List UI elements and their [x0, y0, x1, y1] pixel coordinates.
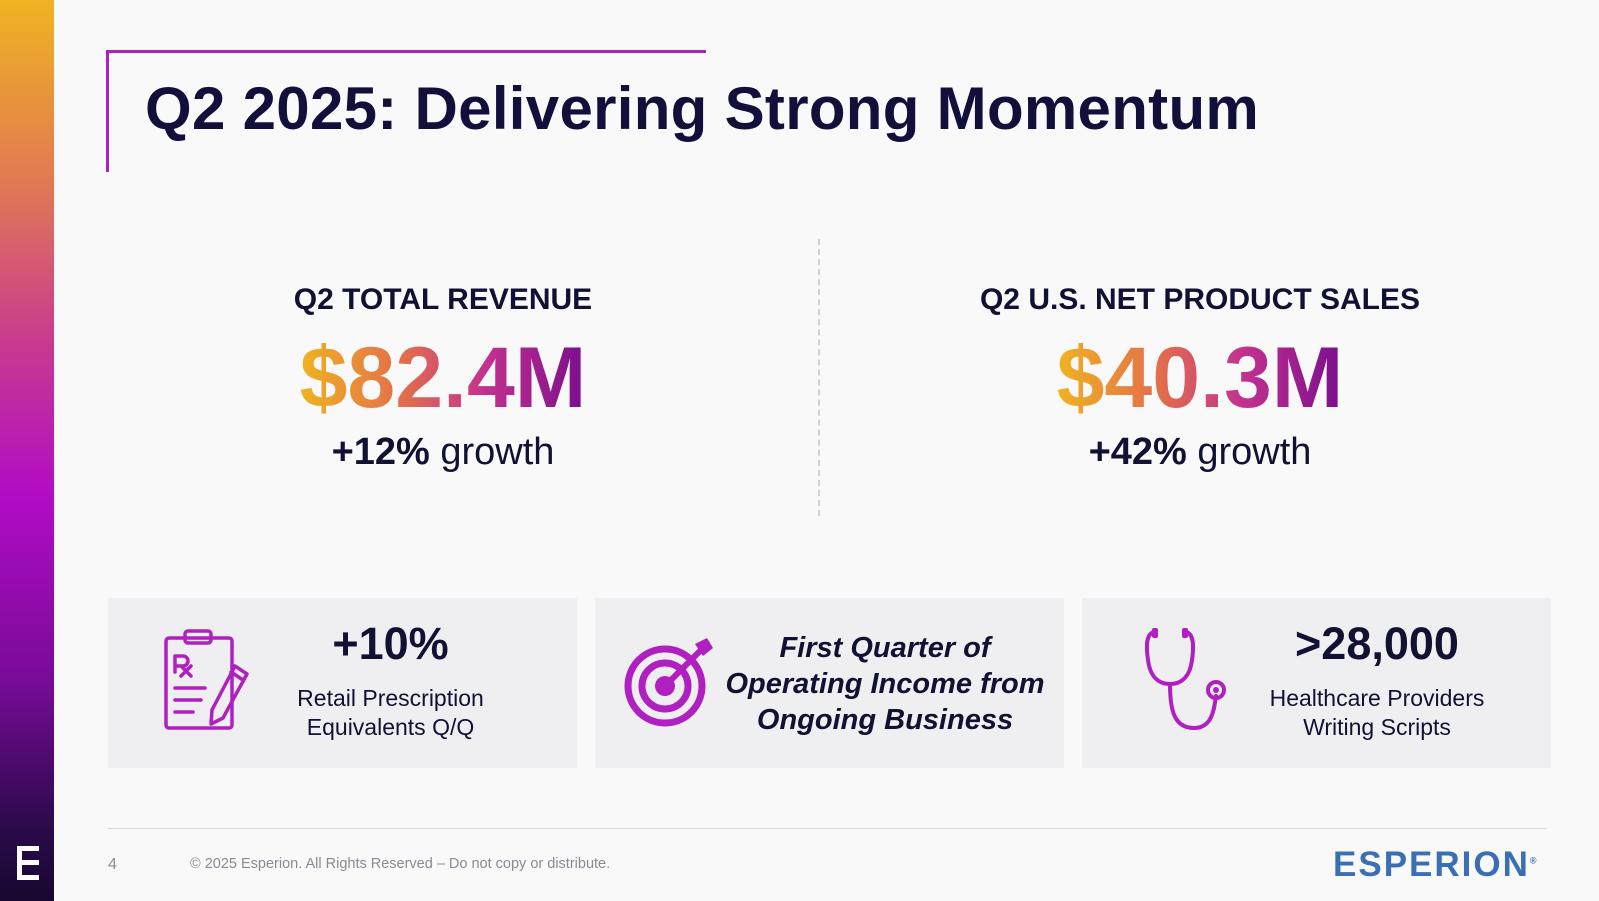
- page-title: Q2 2025: Delivering Strong Momentum: [145, 75, 1260, 142]
- registered-mark: ®: [1529, 855, 1537, 866]
- target-icon: [624, 638, 713, 727]
- caption-line: Writing Scripts: [1303, 714, 1451, 740]
- title-frame: [106, 50, 706, 172]
- kpi-growth: +42% growth: [920, 428, 1480, 476]
- esperion-mark-icon: [17, 846, 39, 880]
- kpi-label: Q2 U.S. NET PRODUCT SALES: [979, 283, 1421, 316]
- caption-line: Ongoing Business: [756, 704, 1014, 736]
- footer-divider: [108, 828, 1546, 829]
- stat-card-healthcare-providers: >28,000 Healthcare Providers Writing Scr…: [1082, 598, 1551, 768]
- copyright-text: © 2025 Esperion. All Rights Reserved – D…: [190, 856, 611, 872]
- stat-caption: Healthcare Providers Writing Scripts: [1247, 684, 1507, 742]
- kpi-growth-value: +12%: [331, 431, 430, 473]
- stat-value: +10%: [332, 618, 449, 669]
- caption-line: First Quarter of: [779, 632, 991, 664]
- stat-card-operating-income: First Quarter of Operating Income from O…: [595, 598, 1064, 768]
- stat-caption: First Quarter of Operating Income from O…: [715, 630, 1055, 738]
- stat-value: >28,000: [1295, 618, 1459, 669]
- stat-card-prescriptions: +10% Retail Prescription Equivalents Q/Q: [108, 598, 577, 768]
- kpi-value: $40.3M: [1056, 330, 1344, 426]
- page-number: 4: [108, 856, 117, 873]
- kpi-growth-word: growth: [440, 431, 555, 473]
- caption-line: Equivalents Q/Q: [306, 714, 475, 740]
- kpi-divider: [818, 239, 820, 516]
- side-gradient-bar: [0, 0, 54, 901]
- stat-caption: Retail Prescription Equivalents Q/Q: [268, 684, 513, 742]
- kpi-growth-value: +42%: [1088, 431, 1187, 473]
- prescription-clipboard-icon: [164, 629, 249, 730]
- stethoscope-icon: [1144, 628, 1226, 730]
- kpi-growth: +12% growth: [163, 428, 723, 476]
- caption-line: Operating Income from: [725, 668, 1045, 700]
- kpi-total-revenue: Q2 TOTAL REVENUE $82.4M +12% growth: [163, 280, 723, 476]
- kpi-label: Q2 TOTAL REVENUE: [293, 283, 593, 316]
- kpi-value: $82.4M: [299, 330, 587, 426]
- kpi-net-product-sales: Q2 U.S. NET PRODUCT SALES $40.3M +42% gr…: [920, 280, 1480, 476]
- caption-line: Retail Prescription: [297, 685, 484, 711]
- esperion-logo: ESPERION®: [1333, 845, 1537, 885]
- brand-wordmark: ESPERION: [1333, 845, 1530, 884]
- caption-line: Healthcare Providers: [1269, 685, 1485, 711]
- kpi-growth-word: growth: [1197, 431, 1312, 473]
